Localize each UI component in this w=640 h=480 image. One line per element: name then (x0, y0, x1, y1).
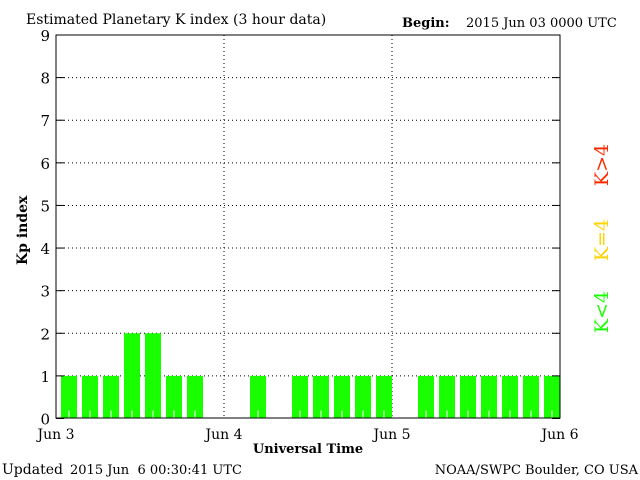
begin-value: 2015 Jun 03 0000 UTC (466, 16, 617, 31)
kp-bar (187, 375, 203, 419)
x-ticks: Jun 3 Jun 4 Jun 5 Jun 6 (35, 427, 578, 443)
kp-bar (82, 375, 98, 419)
y-ticks: 0 1 2 3 4 5 6 7 8 9 (40, 27, 560, 429)
updated-label: Updated (2, 462, 63, 478)
legend-k-eq-4: K=4 (591, 219, 613, 261)
bars (61, 333, 560, 419)
x-axis-label: Universal Time (253, 442, 363, 457)
x-tick-label: Jun 6 (539, 427, 578, 443)
kp-bar (460, 375, 476, 419)
y-tick-label: 0 (40, 411, 50, 429)
y-tick-label: 4 (40, 240, 50, 258)
kp-bar (292, 375, 308, 419)
x-tick-label: Jun 5 (371, 427, 410, 443)
x-tick-label: Jun 3 (35, 427, 74, 443)
chart-title: Estimated Planetary K index (3 hour data… (26, 12, 326, 28)
y-tick-label: 1 (40, 368, 50, 386)
kp-bar (103, 375, 119, 419)
y-tick-label: 5 (40, 197, 50, 215)
y-tick-label: 9 (40, 27, 50, 45)
kp-bar (418, 375, 434, 419)
kp-bar (250, 375, 266, 419)
legend: K>4 K=4 K<4 (591, 144, 613, 333)
y-tick-label: 7 (40, 112, 50, 130)
y-axis-label: Kp index (15, 195, 31, 265)
source-label: NOAA/SWPC Boulder, CO USA (435, 463, 639, 478)
kp-bar (61, 375, 77, 419)
kp-bar (334, 375, 350, 419)
legend-k-gt-4: K>4 (591, 144, 613, 186)
kp-bar (145, 333, 161, 419)
kp-bar (544, 375, 560, 419)
begin-label: Begin: (402, 16, 450, 31)
kp-bar (439, 375, 455, 419)
kp-bar (523, 375, 539, 419)
plot-frame (55, 34, 561, 419)
x-tick-label: Jun 4 (203, 427, 242, 443)
kp-bar (166, 375, 182, 419)
kp-bar (502, 375, 518, 419)
y-tick-label: 6 (40, 155, 50, 173)
kp-bar (355, 375, 371, 419)
y-tick-label: 2 (40, 325, 50, 343)
updated-value: 2015 Jun 6 00:30:41 UTC (70, 463, 242, 478)
legend-k-lt-4: K<4 (591, 291, 613, 333)
kp-bar (124, 333, 140, 419)
kp-bar (313, 375, 329, 419)
y-tick-label: 8 (40, 70, 50, 88)
kp-bar (481, 375, 497, 419)
kp-bar (376, 375, 392, 419)
y-tick-label: 3 (40, 283, 50, 301)
